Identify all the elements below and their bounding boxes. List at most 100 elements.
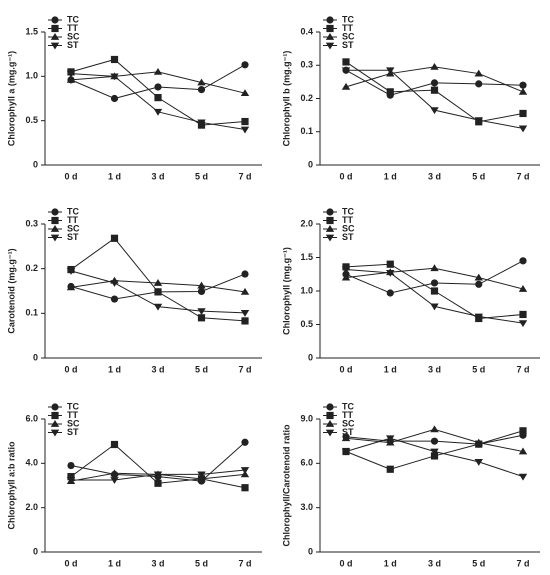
data-point bbox=[110, 94, 119, 103]
data-point bbox=[342, 58, 350, 66]
data-point bbox=[518, 320, 528, 328]
data-point bbox=[386, 67, 395, 75]
x-tick-label: 3 d bbox=[428, 171, 441, 181]
data-point bbox=[154, 94, 162, 102]
legend-marker bbox=[325, 234, 335, 242]
legend-marker bbox=[51, 411, 59, 420]
data-point bbox=[66, 75, 76, 83]
data-point bbox=[474, 438, 483, 446]
x-tick-label: 7 d bbox=[516, 171, 529, 181]
y-tick-label: 0.5 bbox=[300, 319, 313, 329]
data-point bbox=[341, 434, 351, 442]
legend-label: SC bbox=[67, 223, 80, 233]
x-tick-label: 3 d bbox=[151, 171, 164, 181]
legend-marker bbox=[326, 24, 334, 33]
x-tick-label: 1 d bbox=[108, 364, 121, 374]
legend-label: TC bbox=[342, 401, 354, 411]
data-point bbox=[110, 440, 119, 449]
data-point bbox=[240, 467, 250, 474]
data-point bbox=[110, 73, 119, 81]
y-axis-label: Chlorophyll (mg.g⁻¹) bbox=[281, 247, 291, 335]
legend-marker bbox=[51, 24, 59, 33]
data-point bbox=[430, 287, 439, 295]
data-point bbox=[197, 86, 206, 94]
legend-label: SC bbox=[67, 418, 80, 428]
y-tick-label: 0.3 bbox=[300, 60, 313, 70]
x-tick-label: 0 d bbox=[339, 558, 352, 568]
data-point bbox=[430, 107, 439, 115]
data-point bbox=[66, 477, 76, 484]
legend-label: SC bbox=[67, 31, 80, 41]
data-point bbox=[240, 89, 250, 97]
data-point bbox=[430, 448, 439, 456]
legend-label: ST bbox=[342, 40, 354, 50]
y-axis-label: Chlorophyll b (mg.g⁻¹) bbox=[281, 51, 291, 147]
data-point bbox=[153, 471, 163, 479]
data-point bbox=[430, 86, 439, 94]
x-tick-label: 0 d bbox=[64, 364, 77, 374]
data-point bbox=[475, 280, 483, 288]
legend-label: TT bbox=[342, 410, 353, 420]
data-point bbox=[197, 471, 206, 479]
data-point bbox=[519, 109, 527, 118]
x-tick-label: 1 d bbox=[384, 171, 397, 181]
data-point bbox=[66, 283, 76, 291]
y-tick-label: 0.5 bbox=[25, 115, 38, 125]
series-line bbox=[345, 269, 524, 324]
data-point bbox=[241, 117, 249, 126]
legend-label: TC bbox=[67, 14, 79, 24]
data-point bbox=[197, 78, 206, 86]
x-tick-label: 5 d bbox=[195, 171, 208, 181]
legend-marker bbox=[326, 208, 334, 216]
legend-marker bbox=[51, 403, 59, 411]
legend-marker bbox=[51, 216, 59, 225]
x-tick-label: 1 d bbox=[384, 364, 397, 374]
y-axis-label: Chlorophyll a:b ratio bbox=[6, 441, 16, 530]
y-tick-label: 0.3 bbox=[25, 218, 38, 228]
x-tick-label: 1 d bbox=[108, 171, 121, 181]
legend-label: ST bbox=[67, 232, 79, 242]
legend-label: SC bbox=[342, 31, 355, 41]
data-point bbox=[386, 465, 394, 473]
x-tick-label: 5 d bbox=[472, 364, 485, 374]
data-point bbox=[66, 70, 76, 78]
data-point bbox=[474, 69, 483, 77]
data-point bbox=[154, 83, 162, 91]
y-tick-label: 0 bbox=[308, 546, 313, 556]
legend-marker bbox=[325, 33, 335, 40]
data-point bbox=[241, 61, 249, 69]
data-point bbox=[518, 87, 528, 95]
data-point bbox=[240, 287, 250, 295]
data-point bbox=[430, 264, 439, 272]
x-tick-label: 3 d bbox=[428, 558, 441, 568]
data-point bbox=[518, 125, 528, 133]
legend-marker bbox=[326, 216, 334, 225]
legend-label: ST bbox=[342, 232, 354, 242]
data-point bbox=[518, 447, 528, 455]
x-tick-label: 5 d bbox=[195, 558, 208, 568]
legend-marker bbox=[50, 429, 60, 437]
x-tick-label: 3 d bbox=[151, 558, 164, 568]
data-point bbox=[110, 234, 119, 242]
data-point bbox=[110, 469, 119, 477]
legend-marker bbox=[50, 42, 60, 50]
y-tick-label: 6.0 bbox=[300, 458, 313, 468]
data-point bbox=[386, 88, 394, 96]
legend-label: TC bbox=[67, 206, 79, 216]
series-line bbox=[70, 73, 246, 131]
legend-label: SC bbox=[342, 418, 355, 428]
data-point bbox=[430, 425, 439, 433]
data-point bbox=[197, 314, 206, 322]
data-point bbox=[110, 295, 119, 303]
data-point bbox=[430, 452, 439, 460]
y-tick-label: 4.0 bbox=[25, 458, 38, 468]
legend-label: ST bbox=[67, 40, 79, 50]
data-point bbox=[519, 81, 527, 89]
data-point bbox=[475, 80, 483, 88]
x-tick-label: 1 d bbox=[384, 558, 397, 568]
data-point bbox=[153, 108, 163, 116]
y-axis-label: Chlorophyll a (mg.g⁻¹) bbox=[6, 51, 16, 146]
data-point bbox=[518, 285, 528, 292]
y-tick-label: 0 bbox=[308, 159, 313, 169]
